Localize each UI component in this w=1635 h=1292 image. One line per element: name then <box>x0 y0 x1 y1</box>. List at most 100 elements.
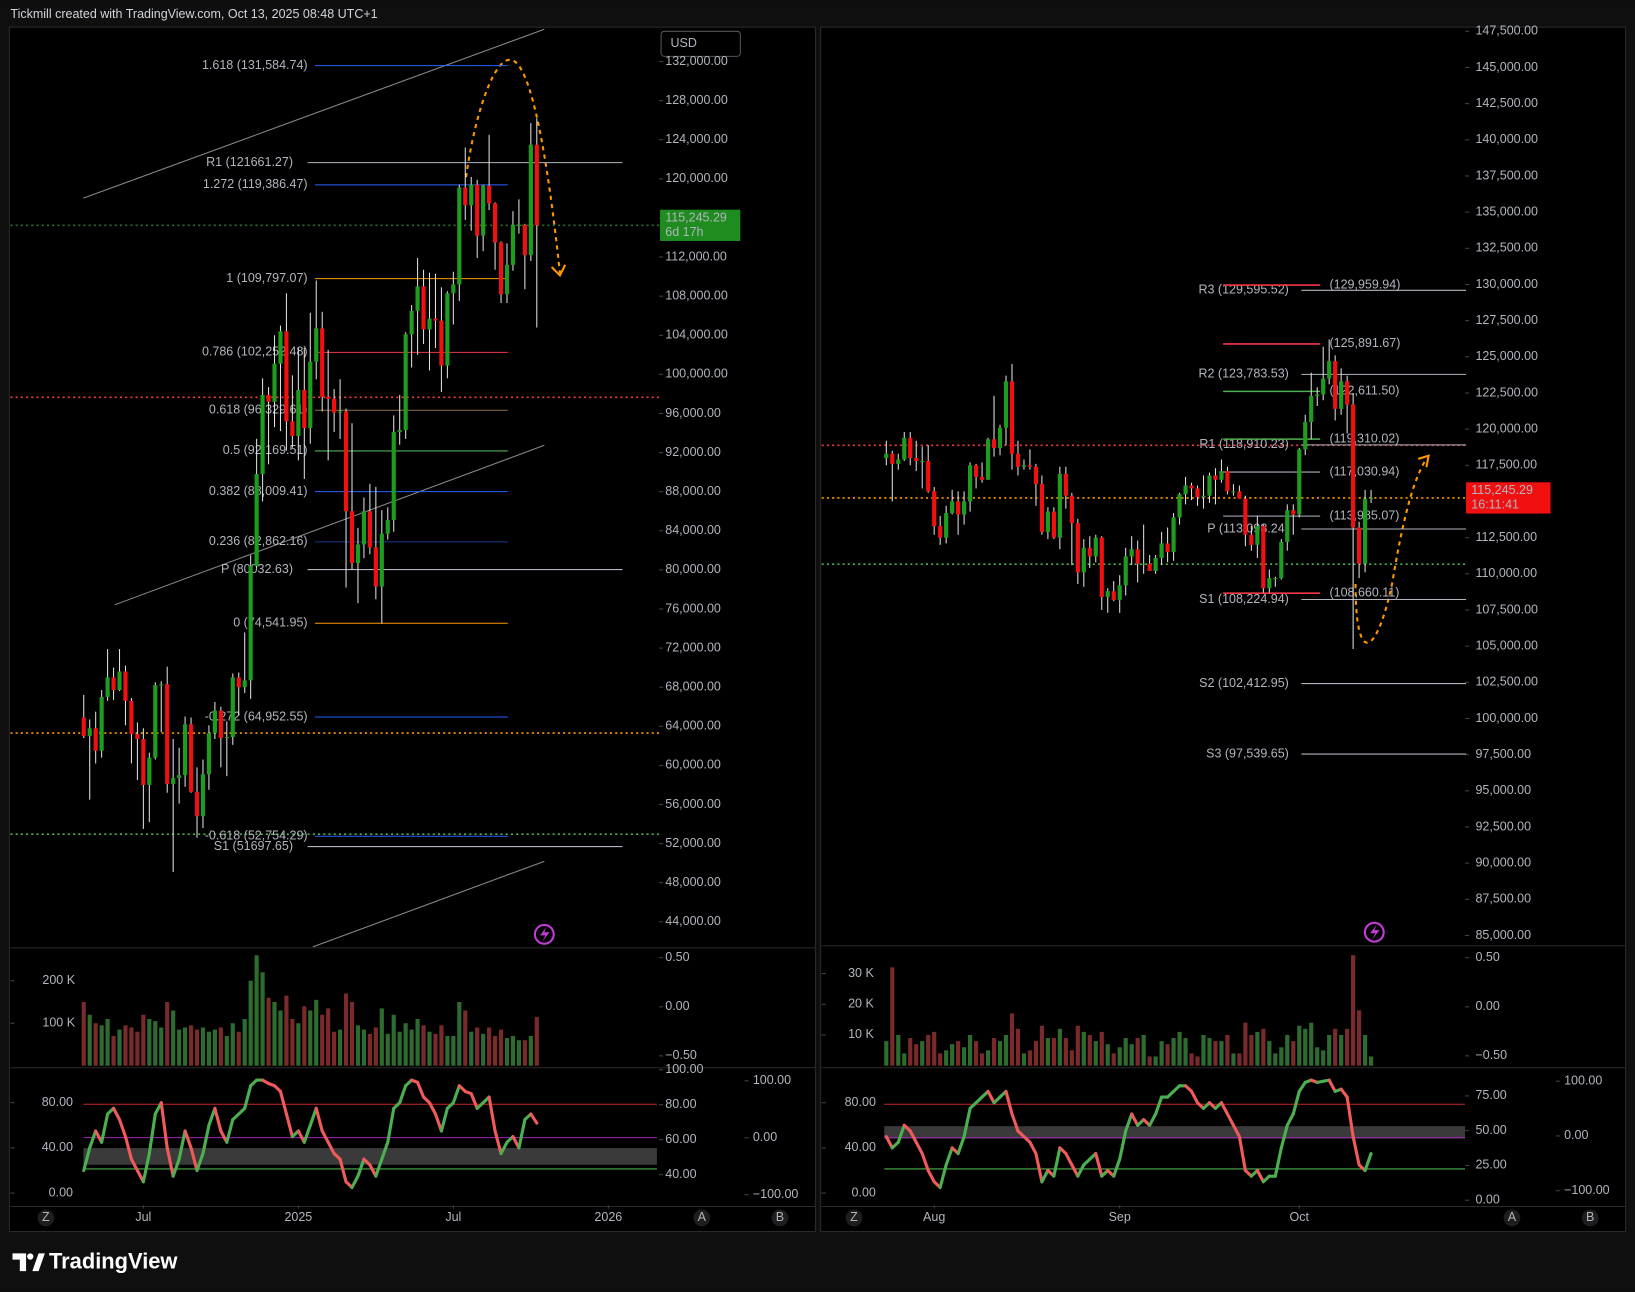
y-tick-label: 112,000.00 <box>665 249 727 263</box>
currency[interactable]: USD <box>670 36 696 50</box>
candle-body <box>320 328 325 397</box>
volume-bar <box>1321 1050 1326 1066</box>
pivot-label: S1 (108,224.94) <box>1199 592 1289 606</box>
candle-body <box>510 224 516 265</box>
currency-box[interactable] <box>660 30 741 57</box>
candle-body <box>1339 381 1344 409</box>
volume-bar <box>1261 1028 1266 1066</box>
y-tick-label: 100,000.00 <box>665 367 728 381</box>
volume-bar <box>1225 1034 1230 1066</box>
oscillator-segment <box>1327 1078 1337 1093</box>
volume-bar <box>914 1044 919 1066</box>
oscillator-segment <box>1094 1151 1104 1178</box>
volume-bar <box>332 1031 337 1066</box>
volume-bar <box>1249 1034 1254 1066</box>
y-tick-label: 132,500.00 <box>1475 241 1538 255</box>
button-b[interactable]: B <box>1586 1210 1594 1224</box>
candle-body <box>284 331 289 422</box>
scale-buttons[interactable] <box>37 1209 1599 1227</box>
y-tick-label: 25.00 <box>1475 1158 1506 1172</box>
oscillator-segment <box>938 1163 948 1190</box>
candle-body <box>266 394 271 402</box>
pivot-label: R3 (129,595.52) <box>1198 283 1288 297</box>
x-tick-label: 2026 <box>594 1210 622 1224</box>
button-b[interactable]: B <box>776 1210 784 1224</box>
y-tick-label: 75.00 <box>1475 1088 1506 1102</box>
y-tick-label: 127,500.00 <box>1475 313 1538 327</box>
volume-bar <box>171 1010 176 1066</box>
oscillator-segment <box>1052 1146 1062 1178</box>
volume-bar <box>385 1033 390 1066</box>
candle-body <box>1153 557 1158 571</box>
volume-bar <box>1135 1038 1140 1066</box>
candle-body <box>385 520 390 534</box>
volume-bar <box>1183 1038 1188 1066</box>
volume-bar <box>979 1053 985 1066</box>
oscillator-segment <box>896 1123 906 1144</box>
y-tick-label: 100 K <box>42 1016 75 1030</box>
button-a[interactable]: A <box>698 1210 707 1224</box>
volume-bar <box>938 1053 943 1066</box>
y-tick-label: 96,000.00 <box>665 406 721 420</box>
candle-body <box>129 700 134 735</box>
volume-bar <box>1129 1044 1134 1066</box>
candle-body <box>141 738 146 785</box>
candle-body <box>391 432 396 521</box>
candle-body <box>504 264 510 295</box>
y-tick-label: 40.00 <box>845 1140 876 1154</box>
candle-body <box>1291 510 1296 515</box>
oscillator-segment <box>1255 1168 1265 1184</box>
y-tick-label: 142,500.00 <box>1475 96 1538 110</box>
y-tick-label: 88,000.00 <box>665 484 721 498</box>
candle-body <box>962 501 967 515</box>
x-tick-label: 2025 <box>284 1210 312 1224</box>
candle-body <box>1003 381 1009 428</box>
volume-bar <box>498 1029 504 1066</box>
candle-body <box>314 328 319 362</box>
volume-bar <box>1027 1050 1033 1066</box>
candle-body <box>278 331 283 364</box>
oscillator-segment <box>884 1135 894 1150</box>
volume-bar <box>1033 1041 1039 1066</box>
button-a[interactable]: A <box>1508 1210 1517 1224</box>
candle-body <box>1051 511 1056 538</box>
candle-body <box>1351 404 1356 528</box>
volume-bar <box>361 1029 367 1066</box>
candle-body <box>135 734 140 739</box>
y-tick-label: 0.00 <box>1564 1128 1588 1142</box>
y-tick-label: 0.00 <box>1475 999 1499 1013</box>
volume-bar <box>403 1023 408 1066</box>
candle-body <box>332 398 337 413</box>
volume-bar <box>81 1001 86 1066</box>
oscillator-segment <box>439 1106 449 1133</box>
button-z[interactable]: Z <box>850 1210 858 1224</box>
candle-body <box>896 459 901 464</box>
candle-body <box>979 476 985 480</box>
candle-body <box>991 439 997 448</box>
x-tick-label: Aug <box>923 1210 945 1224</box>
oscillator-segment <box>433 1112 443 1133</box>
candle-body <box>1021 465 1027 467</box>
oscillator-segment <box>374 1157 384 1178</box>
oscillator-segment <box>308 1106 318 1127</box>
oscillator-segment <box>1351 1135 1361 1167</box>
candle-body <box>1009 381 1015 454</box>
oscillator-segment <box>1273 1146 1283 1178</box>
oscillator-segment <box>88 1129 98 1150</box>
volume-bar <box>278 1010 283 1066</box>
y-tick-label: 105,000.00 <box>1475 638 1538 652</box>
oscillator-segment <box>1291 1089 1301 1116</box>
candle-body <box>361 511 367 545</box>
y-tick-label: 102,500.00 <box>1475 675 1538 689</box>
candle-body <box>1321 378 1326 395</box>
candle-body <box>487 185 492 204</box>
y-tick-label: 80,000.00 <box>665 562 721 576</box>
volume-bar <box>284 995 289 1066</box>
y-tick-label: 108,000.00 <box>665 288 728 302</box>
y-tick-label: 120,000.00 <box>1475 421 1538 435</box>
alert-icons[interactable] <box>533 921 1385 945</box>
oscillator-segment <box>278 1089 288 1116</box>
oscillator-segment <box>499 1140 509 1156</box>
button-z[interactable]: Z <box>42 1210 50 1224</box>
oscillator-segment <box>225 1118 235 1144</box>
